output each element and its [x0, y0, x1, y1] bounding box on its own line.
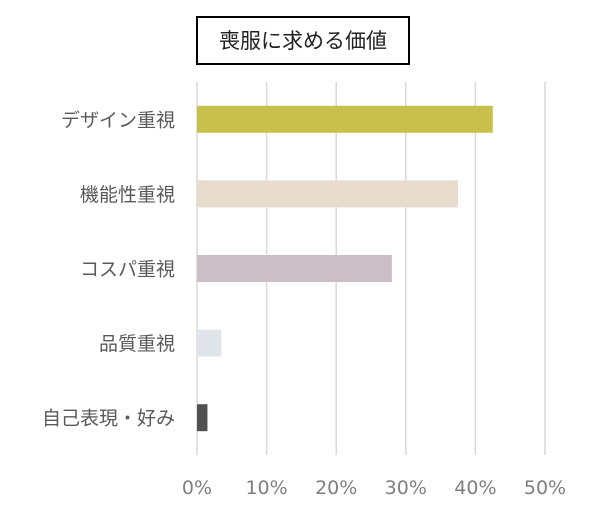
chart-title: 喪服に求める価値 [219, 29, 387, 53]
category-label-4: 品質重視 [99, 333, 175, 355]
tick-label-10: 10% [245, 477, 287, 499]
bar-4 [197, 329, 222, 357]
category-label-1: デザイン重視 [61, 109, 175, 131]
tick-label-40: 40% [454, 477, 496, 499]
bar-3 [197, 255, 392, 282]
bar-2 [197, 180, 458, 208]
category-label-3: コスパ重視 [80, 259, 175, 281]
x-axis-tick-labels: 0% 10% 20% 30% 40% 50% [182, 477, 566, 499]
chart-title-group: 喪服に求める価値 [196, 16, 410, 65]
bars [197, 105, 493, 432]
tick-label-0: 0% [182, 477, 212, 499]
tick-label-50: 50% [524, 477, 566, 499]
bar-5 [197, 404, 208, 432]
category-label-2: 機能性重視 [80, 184, 175, 206]
tick-label-20: 20% [315, 477, 357, 499]
tick-label-30: 30% [385, 477, 427, 499]
category-label-5: 自己表現・好み [42, 408, 175, 430]
bar-1 [197, 105, 493, 133]
chart-title-box [196, 16, 410, 65]
